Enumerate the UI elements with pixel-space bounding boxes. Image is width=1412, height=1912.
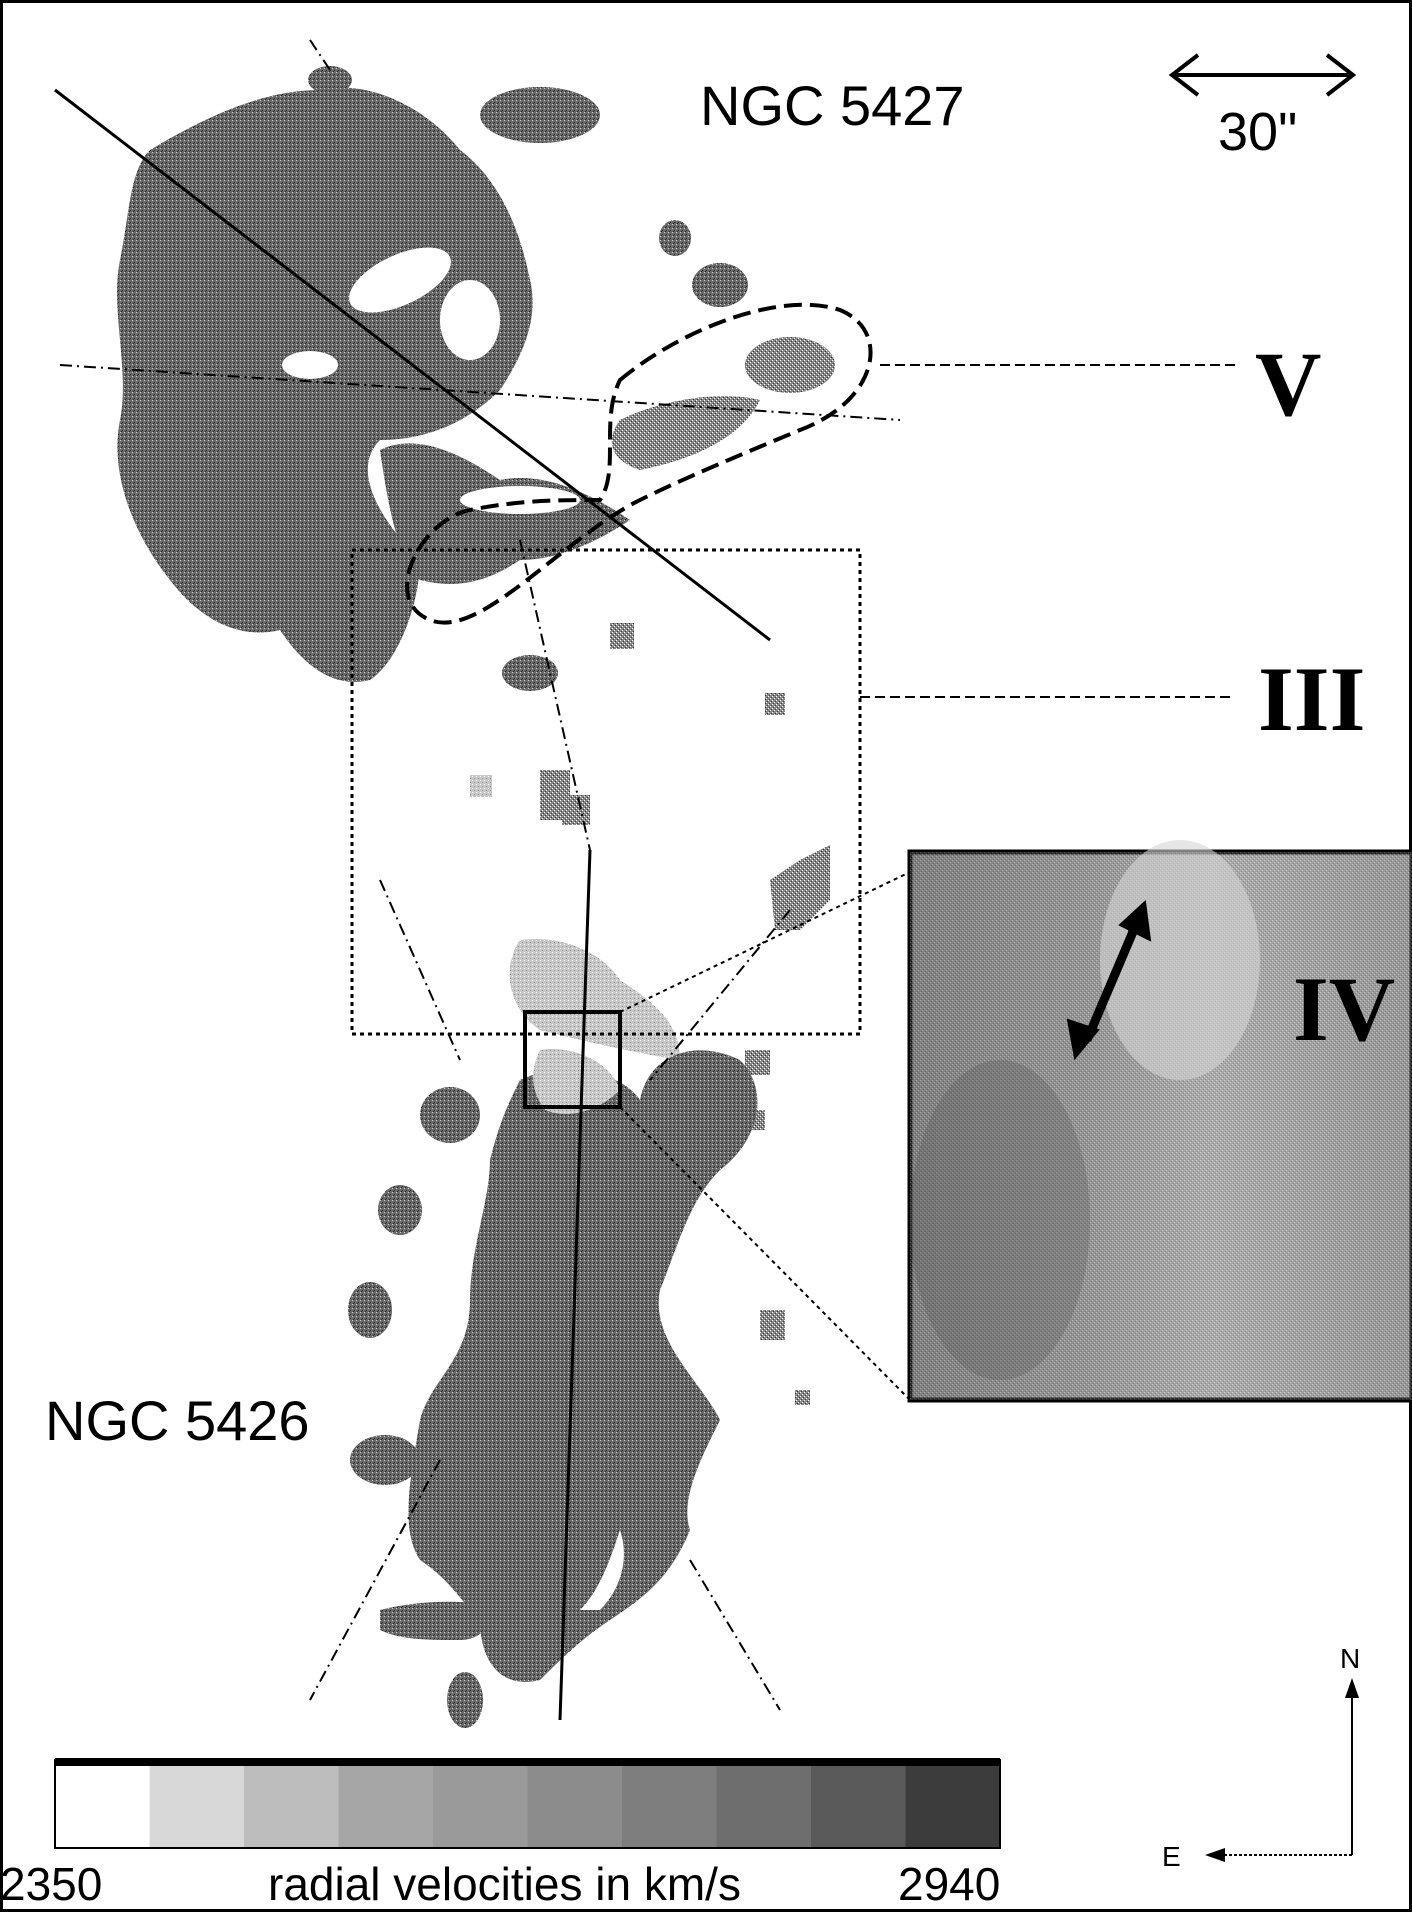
galaxy-label-ngc5427: NGC 5427 (700, 74, 965, 137)
colorbar-step (244, 1765, 339, 1848)
galaxy-ngc5426-map (348, 939, 758, 1728)
colorbar-step (433, 1765, 528, 1848)
scale-label: 30" (1218, 102, 1297, 162)
colorbar-step (811, 1765, 906, 1848)
nucleus-box (523, 1010, 622, 1109)
colorbar-min-label: 2350 (0, 1858, 102, 1910)
dash-dot-lines (59, 39, 901, 1711)
scale-bar: 30" (1168, 53, 1357, 162)
colorbar-step (527, 1765, 623, 1848)
compass-east-label: E (1162, 1841, 1181, 1872)
galaxy-label-ngc5426: NGC 5426 (45, 1389, 310, 1452)
region-iii-box (350, 548, 862, 1036)
region-label-iii: III (1258, 648, 1365, 750)
bridge-pixels (470, 623, 830, 1405)
galaxy-ngc5427-map (117, 66, 835, 691)
colorbar-step (149, 1765, 245, 1848)
inset-connector-top (619, 871, 911, 1013)
north-arrow-icon (1345, 1678, 1359, 1698)
region-iv-inset (907, 840, 1412, 1403)
colorbar-step (716, 1765, 812, 1848)
colorbar-title: radial velocities in km/s (268, 1858, 741, 1910)
double-arrow-icon (1066, 899, 1152, 1061)
colorbar-step (55, 1765, 150, 1848)
compass: N E (1162, 1643, 1360, 1872)
region-label-iv: IV (1293, 958, 1395, 1060)
colorbar-step (338, 1765, 434, 1848)
region-label-v: V (1255, 333, 1321, 435)
colorbar-max-label: 2940 (898, 1858, 1000, 1910)
compass-north-label: N (1340, 1643, 1360, 1674)
east-arrow-icon (1205, 1848, 1225, 1862)
colorbar (54, 1758, 1001, 1849)
axis-lines (54, 88, 771, 1721)
colorbar-step (905, 1765, 1001, 1848)
colorbar-step (622, 1765, 717, 1848)
region-v-outline (405, 302, 873, 625)
